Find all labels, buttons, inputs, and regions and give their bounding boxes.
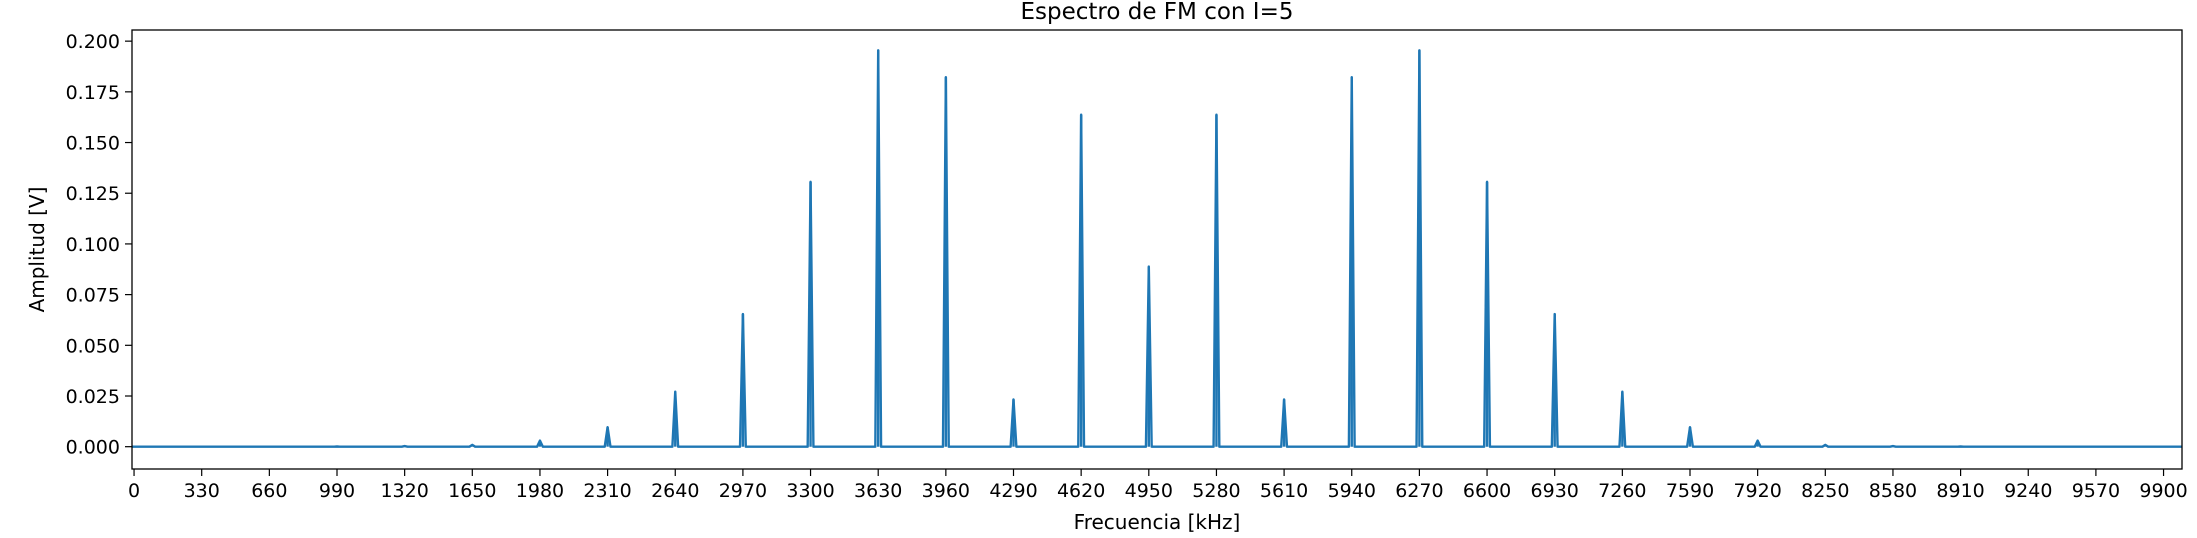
x-tick-label: 2310 <box>583 480 631 502</box>
x-tick-label: 3960 <box>922 480 970 502</box>
y-tick-label: 0.100 <box>66 234 120 256</box>
spectrum-line <box>132 49 2182 448</box>
x-tick-label: 8910 <box>1936 480 1984 502</box>
x-tick-label: 4620 <box>1057 480 1105 502</box>
x-tick-label: 7590 <box>1666 480 1714 502</box>
x-tick-label: 4290 <box>989 480 1037 502</box>
x-tick-label: 8250 <box>1801 480 1849 502</box>
x-tick-label: 330 <box>184 480 220 502</box>
y-tick-label: 0.150 <box>66 133 120 155</box>
x-tick-label: 8580 <box>1869 480 1917 502</box>
y-tick-label: 0.200 <box>66 31 120 53</box>
chart-title: Espectro de FM con I=5 <box>1020 0 1293 25</box>
y-tick-label: 0.125 <box>66 183 120 205</box>
axis-ticks: 0 330 660 990 1320 1650 1980 2310 2640 2970 3300 36… <box>66 31 2188 502</box>
x-tick-label: 5940 <box>1328 480 1376 502</box>
x-tick-label: 1650 <box>448 480 496 502</box>
y-tick-label: 0.075 <box>66 285 120 307</box>
x-tick-label: 2640 <box>651 480 699 502</box>
x-axis-label: Frecuencia [kHz] <box>1074 510 1241 534</box>
y-axis-label: Amplitud [V] <box>25 187 49 313</box>
x-tick-label: 1320 <box>380 480 428 502</box>
x-tick-label: 0 <box>128 480 140 502</box>
x-tick-label: 5610 <box>1260 480 1308 502</box>
y-tick-label: 0.025 <box>66 386 120 408</box>
plot-area-frame <box>131 29 2183 470</box>
x-tick-label: 6600 <box>1463 480 1511 502</box>
x-tick-label: 6930 <box>1531 480 1579 502</box>
x-tick-label: 3300 <box>786 480 834 502</box>
x-tick-label: 9900 <box>2139 480 2187 502</box>
x-tick-label: 2970 <box>719 480 767 502</box>
y-tick-label: 0.000 <box>66 437 120 459</box>
x-tick-label: 660 <box>251 480 287 502</box>
x-tick-label: 9570 <box>2072 480 2120 502</box>
y-tick-label: 0.050 <box>66 335 120 357</box>
x-tick-label: 1980 <box>516 480 564 502</box>
x-tick-label: 7920 <box>1733 480 1781 502</box>
x-tick-label: 9240 <box>2004 480 2052 502</box>
y-tick-label: 0.175 <box>66 82 120 104</box>
x-tick-label: 6270 <box>1395 480 1443 502</box>
x-tick-label: 3630 <box>854 480 902 502</box>
x-tick-label: 4950 <box>1125 480 1173 502</box>
x-tick-label: 990 <box>319 480 355 502</box>
series-layer <box>132 49 2182 448</box>
x-tick-label: 5280 <box>1192 480 1240 502</box>
x-tick-label: 7260 <box>1598 480 1646 502</box>
